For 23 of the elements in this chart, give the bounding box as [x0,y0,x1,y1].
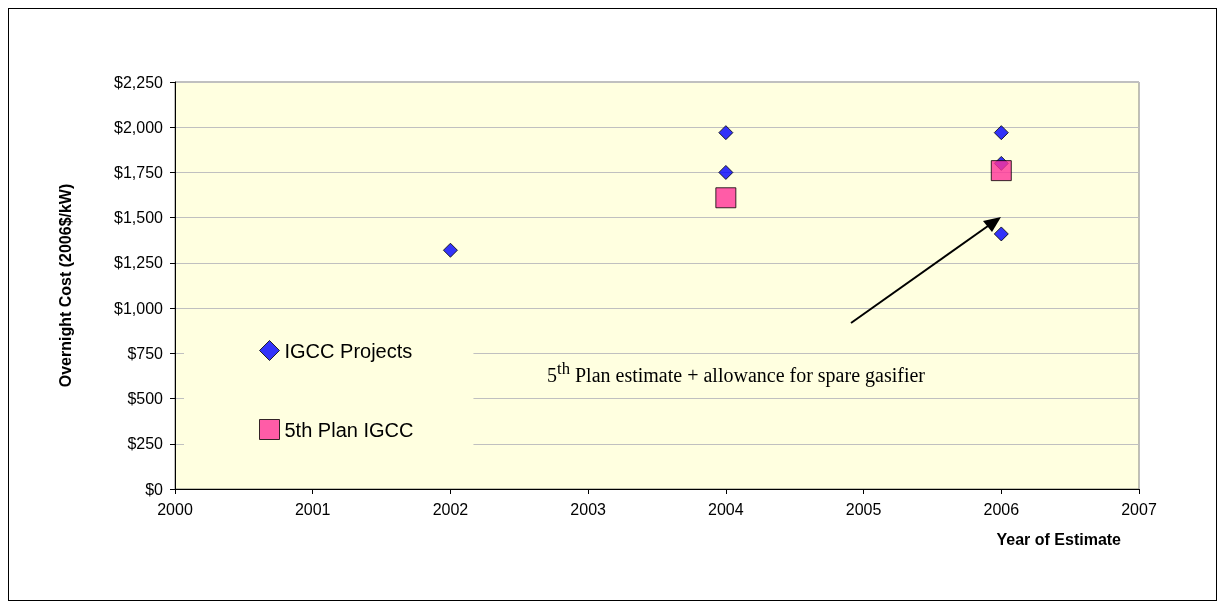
x-tick-label: 2002 [432,500,469,518]
x-tick-label: 2006 [983,500,1020,518]
y-tick-label: $1,250 [114,254,164,272]
y-tick-label: $2,000 [114,118,164,136]
x-axis-title: Year of Estimate [996,530,1122,548]
y-tick-label: $2,250 [114,73,164,91]
y-tick-label: $1,750 [114,163,164,181]
legend-label: 5th Plan IGCC [284,418,414,441]
y-axis-title: Overnight Cost (2006$/kW) [56,183,74,388]
legend-label: IGCC Projects [284,339,413,362]
x-tick-label: 2005 [845,500,882,518]
y-tick-label: $0 [145,480,164,498]
annotation: 5$^{th}$ Plan estimate + allowance for spare gasifier [547,359,925,387]
y-tick-label: $250 [127,435,164,453]
x-tick-label: 2007 [1121,500,1157,518]
x-tick-label: 2004 [708,500,744,518]
y-tick-label: $1,500 [114,209,164,227]
x-tick-label: 2001 [294,500,331,518]
y-tick-label: $750 [127,344,164,362]
x-tick-label: 2003 [570,500,607,518]
y-tick-label: $500 [127,390,164,408]
x-tick-label: 2000 [157,500,193,518]
y-tick-label: $1,000 [114,299,164,317]
